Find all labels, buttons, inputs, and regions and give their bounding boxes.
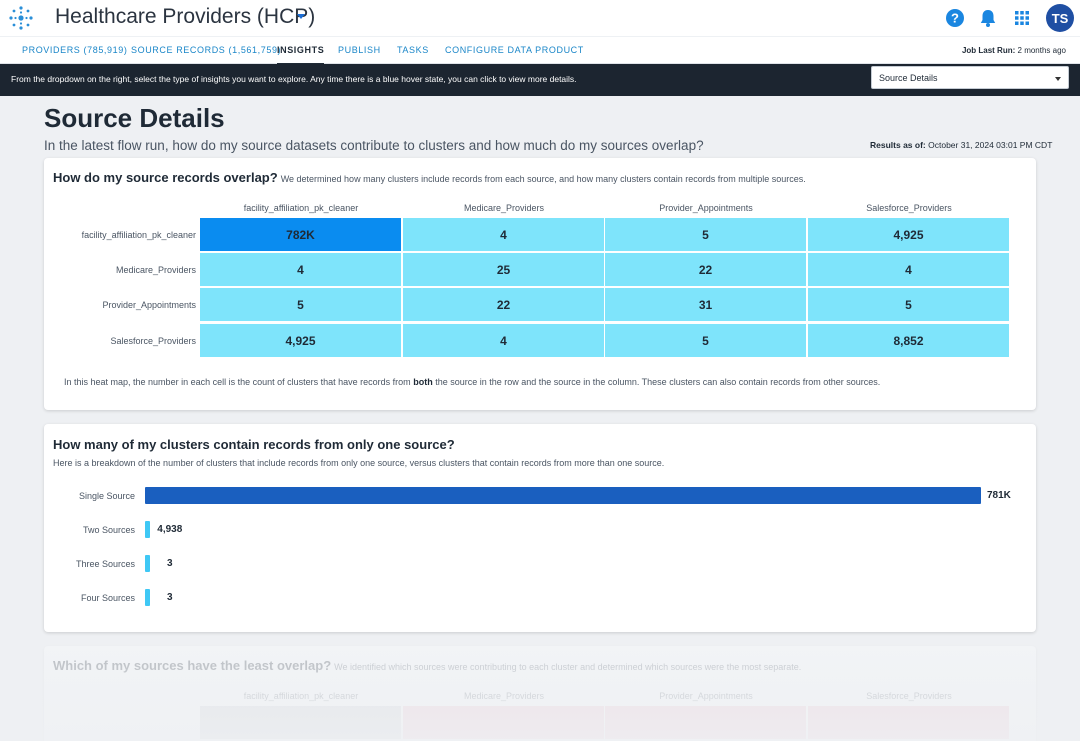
- info-bar-text: From the dropdown on the right, select t…: [11, 74, 577, 84]
- single-source-card: How many of my clusters contain records …: [44, 424, 1036, 632]
- help-icon[interactable]: ?: [944, 7, 966, 29]
- page-subtitle: In the latest flow run, how do my source…: [44, 138, 704, 153]
- heatmap-row-header: Salesforce_Providers: [110, 336, 196, 346]
- heatmap-row-header: Medicare_Providers: [115, 265, 196, 275]
- overlap-question: How do my source records overlap?: [53, 170, 278, 185]
- heatmap-cell[interactable]: 5: [605, 324, 806, 357]
- results-value: October 31, 2024 03:01 PM CDT: [928, 140, 1053, 150]
- heatmap-cell[interactable]: 4,925: [808, 218, 1009, 251]
- overlap-card: How do my source records overlap? We dete…: [44, 158, 1036, 410]
- tab-publish[interactable]: PUBLISH: [338, 45, 381, 55]
- job-last-run-label: Job Last Run:: [961, 46, 1016, 55]
- least-overlap-heading: Which of my sources have the least overl…: [53, 657, 801, 675]
- heatmap-column-header: facility_affiliation_pk_cleaner: [243, 691, 359, 701]
- bar-category-label: Two Sources: [82, 525, 135, 535]
- bar-category-label: Single Source: [78, 491, 135, 501]
- job-last-run-value: 2 months ago: [1017, 46, 1066, 55]
- heatmap-row-header: facility_affiliation_pk_cleaner: [81, 230, 196, 240]
- heatmap-column-header: Provider_Appointments: [659, 203, 753, 213]
- insight-type-select-value: Source Details: [879, 73, 938, 83]
- bar-value-label: 3: [167, 558, 173, 569]
- heatmap-cell[interactable]: [200, 706, 401, 739]
- single-source-question: How many of my clusters contain records …: [53, 437, 455, 452]
- heatmap-cell[interactable]: 5: [200, 288, 401, 321]
- heatmap-cell[interactable]: 5: [808, 288, 1009, 321]
- heatmap-cell[interactable]: 22: [605, 253, 806, 286]
- chevron-down-icon: [1055, 77, 1061, 81]
- single-source-description: Here is a breakdown of the number of clu…: [53, 458, 665, 468]
- apps-grid-icon[interactable]: [1011, 7, 1033, 29]
- heatmap-column-header: Provider_Appointments: [659, 691, 753, 701]
- tab-bar: PROVIDERS (785,919) SOURCE RECORDS (1,56…: [0, 36, 1080, 65]
- bar-value-label: 781K: [987, 490, 1011, 501]
- least-overlap-description: We identified which sources were contrib…: [334, 662, 802, 672]
- bar-category-label: Four Sources: [80, 593, 135, 603]
- tab-insights[interactable]: INSIGHTS: [277, 45, 325, 65]
- heatmap-cell[interactable]: 782K: [200, 218, 401, 251]
- least-overlap-question: Which of my sources have the least overl…: [53, 658, 332, 673]
- bar[interactable]: [145, 589, 150, 606]
- page-title: Source Details: [44, 103, 225, 133]
- heatmap-cell[interactable]: 22: [403, 288, 604, 321]
- heatmap-column-header: Medicare_Providers: [463, 691, 545, 701]
- avatar[interactable]: TS: [1046, 4, 1074, 32]
- tab-tasks[interactable]: TASKS: [397, 45, 429, 55]
- heatmap-column-header: Salesforce_Providers: [866, 203, 952, 213]
- top-bar: Healthcare Providers (HCP) ? TS: [0, 0, 1080, 36]
- job-last-run: Job Last Run: 2 months ago: [962, 46, 1066, 55]
- bell-icon[interactable]: [977, 7, 999, 29]
- heatmap-column-header: Salesforce_Providers: [866, 691, 952, 701]
- heatmap-cell[interactable]: 8,852: [808, 324, 1009, 357]
- bar[interactable]: [145, 555, 150, 572]
- heatmap-cell[interactable]: 25: [403, 253, 604, 286]
- tab-source-records[interactable]: SOURCE RECORDS (1,561,759): [131, 45, 282, 55]
- heatmap-note: In this heat map, the number in each cel…: [64, 377, 880, 387]
- tab-configure-data-product[interactable]: CONFIGURE DATA PRODUCT: [445, 45, 584, 55]
- heatmap-column-header: Medicare_Providers: [463, 203, 545, 213]
- heatmap-cell[interactable]: 4: [808, 253, 1009, 286]
- insight-type-select[interactable]: Source Details: [871, 66, 1069, 89]
- least-overlap-card: Which of my sources have the least overl…: [44, 646, 1036, 741]
- results-as-of: Results as of: October 31, 2024 03:01 PM…: [870, 140, 1052, 150]
- overlap-description: We determined how many clusters include …: [280, 174, 806, 184]
- tab-providers[interactable]: PROVIDERS (785,919): [22, 45, 128, 55]
- results-label: Results as of:: [870, 140, 926, 150]
- heatmap-cell[interactable]: 31: [605, 288, 806, 321]
- heatmap-row-header: Provider_Appointments: [102, 300, 196, 310]
- overlap-heading: How do my source records overlap? We dete…: [53, 169, 806, 187]
- bar-value-label: 3: [167, 592, 173, 603]
- heatmap-cell[interactable]: 4: [403, 218, 604, 251]
- heatmap-cell[interactable]: [808, 706, 1009, 739]
- app-title[interactable]: Healthcare Providers (HCP): [55, 5, 316, 28]
- single-source-heading: How many of my clusters contain records …: [53, 436, 455, 454]
- heatmap-cell[interactable]: 4: [200, 253, 401, 286]
- bar[interactable]: [145, 521, 151, 538]
- heatmap-cell[interactable]: [403, 706, 604, 739]
- heatmap-cell[interactable]: 4,925: [200, 324, 401, 357]
- heatmap-cell[interactable]: [605, 706, 806, 739]
- svg-text:?: ?: [951, 11, 959, 26]
- heatmap-column-header: facility_affiliation_pk_cleaner: [243, 203, 359, 213]
- chevron-down-icon[interactable]: [297, 14, 305, 19]
- heatmap-note-bold: both: [413, 377, 433, 387]
- heatmap-cell[interactable]: 4: [403, 324, 604, 357]
- bar-value-label: 4,938: [157, 524, 183, 535]
- heatmap-cell[interactable]: 5: [605, 218, 806, 251]
- heatmap-note-pre: In this heat map, the number in each cel…: [64, 377, 411, 387]
- bar[interactable]: [145, 487, 981, 504]
- heatmap-note-post: the source in the row and the source in …: [435, 377, 881, 387]
- logo-icon[interactable]: [8, 5, 34, 31]
- bar-category-label: Three Sources: [75, 559, 135, 569]
